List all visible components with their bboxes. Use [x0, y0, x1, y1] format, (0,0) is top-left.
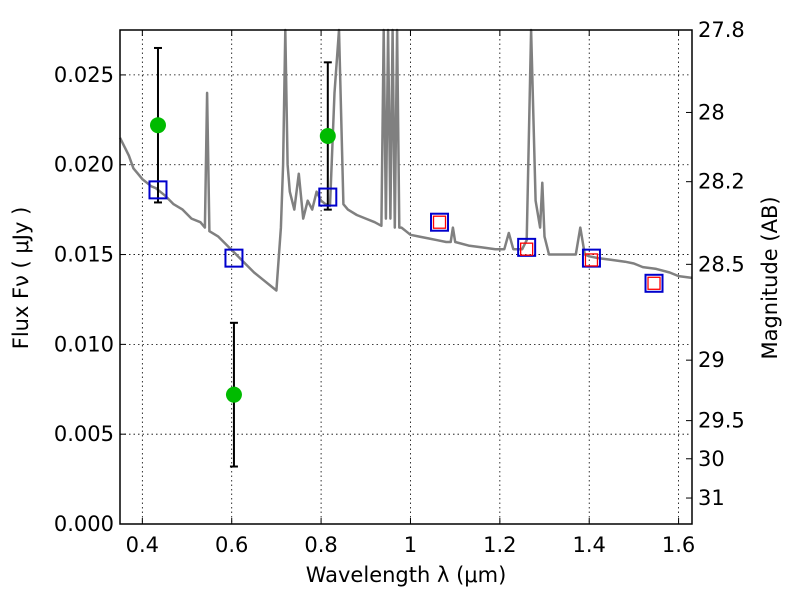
y2-tick-label: 29.5 — [698, 409, 745, 433]
y2-axis-label: Magnitude (AB) — [758, 196, 782, 359]
model-square-inner — [647, 276, 661, 290]
y-tick-label: 0.025 — [54, 63, 114, 87]
x-tick-label: 0.8 — [304, 533, 337, 557]
x-tick-label: 0.4 — [126, 533, 159, 557]
observed-point — [225, 386, 242, 403]
y2-tick-label: 28.2 — [698, 170, 745, 194]
model-square — [644, 273, 664, 293]
axis-ticks: 0.4 0.6 0.8 1 1.2 1.4 1.6 0.000 0.005 0.010 0.015 0… — [54, 18, 745, 557]
observed-point — [319, 127, 336, 144]
model-square — [224, 248, 244, 268]
y2-tick-label: 31 — [698, 486, 725, 510]
y-tick-label: 0.010 — [54, 332, 114, 356]
x-tick-label: 1.2 — [483, 533, 516, 557]
x-axis-label: Wavelength λ (μm) — [306, 563, 507, 587]
y2-tick-label: 28.5 — [698, 252, 745, 276]
y2-tick-label: 29 — [698, 348, 725, 372]
sed-line — [118, 28, 693, 292]
x-tick-label: 0.6 — [215, 533, 248, 557]
y2-tick-label: 30 — [698, 447, 725, 471]
y2-tick-label: 28 — [698, 100, 725, 124]
model-square — [581, 248, 601, 268]
observed-point — [149, 117, 166, 134]
model-square-inner — [432, 215, 447, 229]
y2-tick-label: 27.8 — [698, 18, 745, 42]
sed-spectrum — [118, 28, 693, 292]
y-tick-label: 0.005 — [54, 422, 114, 446]
x-tick-label: 1.6 — [662, 533, 695, 557]
y-tick-label: 0.015 — [54, 243, 114, 267]
model-square — [148, 180, 168, 200]
model-square-inner — [584, 253, 599, 267]
model-square — [517, 237, 537, 257]
model-square — [318, 187, 338, 207]
y-axis-label: Flux Fν ( μJy ) — [9, 207, 33, 350]
model-square — [430, 212, 450, 232]
data-markers — [148, 117, 664, 403]
y-tick-label: 0.020 — [54, 153, 114, 177]
y-tick-label: 0.000 — [54, 512, 114, 536]
x-tick-label: 1 — [404, 533, 417, 557]
model-square-inner — [520, 242, 534, 256]
plot-frame — [119, 29, 693, 525]
x-tick-label: 1.4 — [573, 533, 606, 557]
